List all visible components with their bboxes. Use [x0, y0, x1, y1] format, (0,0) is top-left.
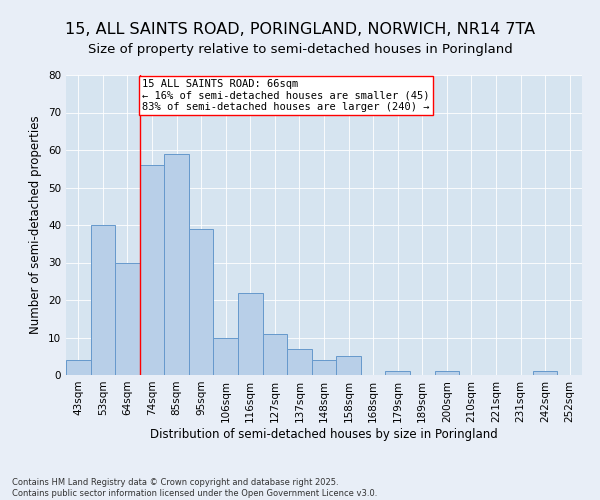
Bar	[214, 338, 238, 375]
Bar	[287, 349, 312, 375]
Bar	[385, 371, 410, 375]
Bar	[533, 371, 557, 375]
Bar	[91, 225, 115, 375]
Bar	[140, 165, 164, 375]
Bar	[115, 262, 140, 375]
Bar	[238, 292, 263, 375]
Bar	[263, 334, 287, 375]
Bar	[66, 360, 91, 375]
X-axis label: Distribution of semi-detached houses by size in Poringland: Distribution of semi-detached houses by …	[150, 428, 498, 440]
Text: Size of property relative to semi-detached houses in Poringland: Size of property relative to semi-detach…	[88, 42, 512, 56]
Bar	[434, 371, 459, 375]
Bar	[164, 154, 189, 375]
Bar	[189, 229, 214, 375]
Text: Contains HM Land Registry data © Crown copyright and database right 2025.
Contai: Contains HM Land Registry data © Crown c…	[12, 478, 377, 498]
Y-axis label: Number of semi-detached properties: Number of semi-detached properties	[29, 116, 43, 334]
Bar	[336, 356, 361, 375]
Bar	[312, 360, 336, 375]
Text: 15 ALL SAINTS ROAD: 66sqm
← 16% of semi-detached houses are smaller (45)
83% of : 15 ALL SAINTS ROAD: 66sqm ← 16% of semi-…	[142, 78, 430, 112]
Text: 15, ALL SAINTS ROAD, PORINGLAND, NORWICH, NR14 7TA: 15, ALL SAINTS ROAD, PORINGLAND, NORWICH…	[65, 22, 535, 38]
